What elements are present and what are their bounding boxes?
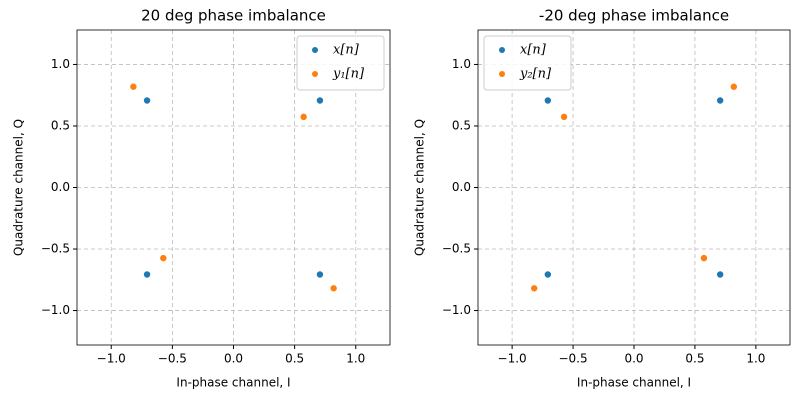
data-point	[316, 97, 324, 104]
x-axis-label: In-phase channel, I	[577, 376, 691, 390]
x-tick-label: 0.0	[624, 352, 643, 366]
x-tick-label: −0.5	[558, 352, 587, 366]
data-point	[143, 271, 151, 278]
data-point	[730, 83, 738, 90]
legend-box	[296, 35, 385, 91]
chart-title: -20 deg phase imbalance	[539, 7, 729, 25]
x-tick-label: −1.0	[498, 352, 527, 366]
legend-marker	[499, 47, 505, 53]
data-point	[716, 271, 724, 278]
x-tick-label: −1.0	[97, 352, 126, 366]
plot-frame	[76, 29, 391, 346]
plot-frame	[477, 29, 791, 346]
data-point	[560, 113, 568, 121]
y-tick-label: 0.5	[452, 118, 471, 132]
legend-label: x[n]	[333, 43, 360, 58]
legend-label: y₁[n]	[332, 67, 365, 82]
x-tick-label: 0.5	[685, 352, 704, 366]
y-tick-label: 0.0	[51, 180, 70, 194]
data-point	[143, 97, 151, 104]
legend-marker	[499, 71, 505, 77]
y-axis-label: Quadrature channel, Q	[413, 119, 427, 256]
data-point	[544, 97, 552, 104]
y-tick-label: −1.0	[41, 303, 70, 317]
legend-marker	[312, 47, 318, 53]
data-point	[330, 285, 337, 292]
y-tick-label: −1.0	[442, 303, 471, 317]
data-point	[544, 271, 552, 278]
data-point	[160, 254, 167, 262]
legend-marker	[312, 71, 318, 77]
y-tick-label: 1.0	[51, 57, 70, 71]
y-tick-label: 1.0	[452, 57, 471, 71]
y-tick-label: 0.0	[452, 180, 471, 194]
x-tick-label: 0.5	[285, 352, 304, 366]
y-tick-label: −0.5	[442, 242, 471, 256]
x-tick-label: 0.0	[224, 352, 243, 366]
data-point	[316, 271, 324, 278]
x-tick-label: 1.0	[346, 352, 365, 366]
x-tick-label: 1.0	[746, 352, 765, 366]
data-point	[716, 97, 724, 104]
data-point	[530, 285, 538, 292]
legend-label: y₂[n]	[519, 67, 552, 82]
y-tick-label: 0.5	[51, 118, 70, 132]
data-point	[700, 254, 708, 262]
y-axis-label: Quadrature channel, Q	[12, 119, 26, 256]
legend-box	[483, 35, 572, 91]
chart-title: 20 deg phase imbalance	[141, 7, 326, 25]
y-tick-label: −0.5	[41, 242, 70, 256]
legend-label: x[n]	[520, 43, 547, 58]
x-axis-label: In-phase channel, I	[176, 376, 290, 390]
x-tick-label: −0.5	[158, 352, 187, 366]
data-point	[300, 113, 307, 121]
data-point	[130, 83, 137, 90]
